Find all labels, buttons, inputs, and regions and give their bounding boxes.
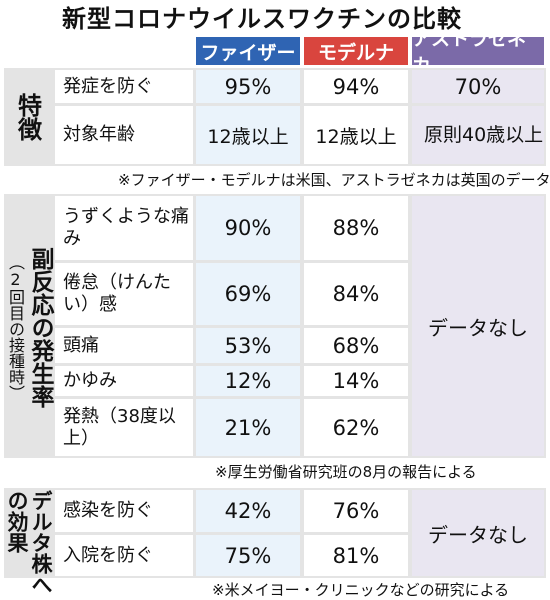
page-title: 新型コロナウイルスワクチンの比較: [62, 5, 462, 33]
cell-onset-moderna: 94%: [304, 70, 408, 103]
header-pfizer: ファイザー: [196, 37, 300, 65]
header-moderna: モデルナ: [304, 37, 408, 65]
section-side-effects-label: 副反応の発生率: [27, 246, 53, 408]
header-astrazeneca: アストラゼネカ: [412, 28, 544, 77]
cell-headache-pfizer: 53%: [196, 328, 300, 363]
row-label-itch: かゆみ: [55, 366, 193, 396]
note-features: ※ファイザー・モデルナは米国、アストラゼネカは英国のデータ: [118, 171, 550, 189]
nodata-side-effects: データなし: [428, 315, 528, 340]
cell-headache-moderna: 68%: [304, 328, 408, 363]
row-label-fever: 発熱（38度以上）: [55, 399, 193, 456]
cell-onset-pfizer: 95%: [196, 70, 300, 103]
cell-pain-pfizer: 90%: [196, 196, 300, 260]
cell-fever-moderna: 62%: [304, 399, 408, 456]
row-label-hospital: 入院を防ぐ: [55, 535, 193, 576]
cell-infection-pfizer: 42%: [196, 490, 300, 532]
note-delta: ※米メイヨー・クリニックなどの研究による: [212, 581, 510, 599]
row-label-age: 対象年齢: [55, 106, 193, 164]
note-side-effects: ※厚生労働省研究班の8月の報告による: [215, 463, 477, 481]
cell-fatigue-moderna: 84%: [304, 263, 408, 325]
cell-itch-moderna: 14%: [304, 366, 408, 396]
section-delta-label-text: デルタ株への効果: [5, 490, 53, 595]
nodata-delta: データなし: [428, 522, 528, 547]
cell-fatigue-pfizer: 69%: [196, 263, 300, 325]
section-delta-label: デルタ株への効果: [4, 490, 54, 598]
section-features-label: 特徴: [13, 93, 42, 141]
cell-age-pfizer: 12歳以上: [196, 106, 300, 164]
cell-fever-pfizer: 21%: [196, 399, 300, 456]
row-label-headache: 頭痛: [55, 328, 193, 363]
row-label-pain: うずくような痛み: [55, 196, 193, 260]
row-label-onset: 発症を防ぐ: [55, 70, 193, 103]
cell-itch-pfizer: 12%: [196, 366, 300, 396]
cell-delta-astrazeneca: [412, 490, 544, 576]
row-label-fatigue: 倦怠（けんたい）感: [55, 263, 193, 325]
cell-pain-moderna: 88%: [304, 196, 408, 260]
section-side-effects-sublabel: （2回目の接種時）: [6, 253, 25, 401]
cell-side-effects-astrazeneca: [412, 196, 544, 456]
cell-infection-moderna: 76%: [304, 490, 408, 532]
row-label-infection: 感染を防ぐ: [55, 490, 193, 532]
cell-age-moderna: 12歳以上: [304, 106, 408, 164]
cell-onset-astrazeneca: 70%: [412, 70, 544, 103]
cell-age-astrazeneca: 原則40歳以上: [412, 106, 544, 164]
cell-hospital-pfizer: 75%: [196, 535, 300, 576]
cell-hospital-moderna: 81%: [304, 535, 408, 576]
